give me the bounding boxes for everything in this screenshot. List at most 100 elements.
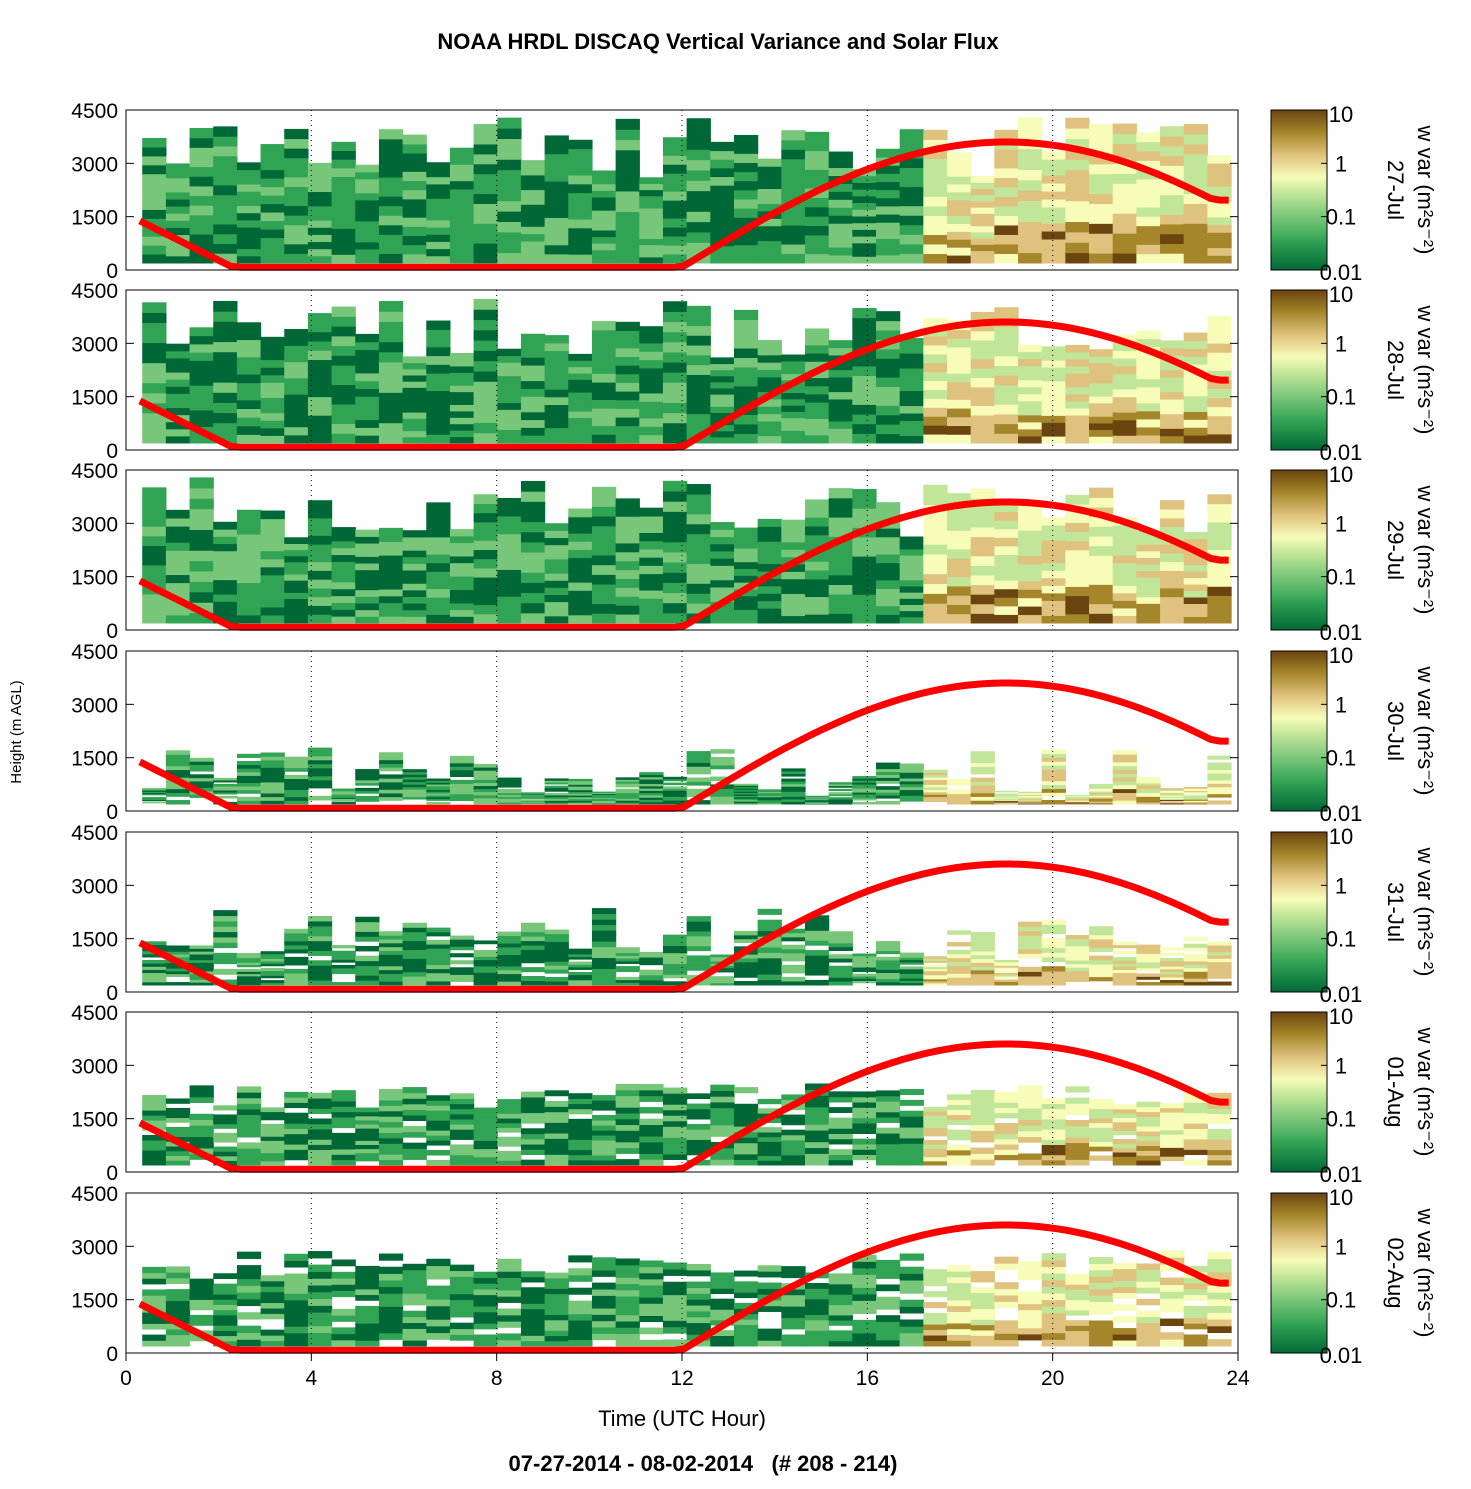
heatmap-31-Jul [142, 908, 1232, 986]
y-tick-label: 0 [106, 620, 118, 643]
y-tick-label: 4500 [71, 460, 118, 483]
colorbar-label: w var (m²s⁻²) [1413, 305, 1438, 435]
colorbar-tick-label: 0.01 [1320, 260, 1363, 285]
colorbar-tick-label: 10 [1329, 282, 1353, 307]
x-axis-label: Time (UTC Hour) [598, 1406, 766, 1431]
colorbar-tick-label: 10 [1329, 102, 1353, 127]
colorbar-tick-label: 10 [1329, 1185, 1353, 1210]
heatmap-30-Jul [142, 747, 1232, 805]
colorbar-tick-label: 1 [1335, 1234, 1347, 1259]
colorbar-tick-label: 1 [1335, 692, 1347, 717]
heatmap-28-Jul [142, 298, 1232, 444]
colorbar-tick-label: 1 [1335, 873, 1347, 898]
day-label: 30-Jul [1383, 701, 1408, 761]
y-tick-label: 3000 [71, 1055, 118, 1078]
colorbar-tick-label: 10 [1329, 1004, 1353, 1029]
panel-frame [125, 109, 1239, 271]
day-label: 28-Jul [1383, 340, 1408, 400]
chart-title: NOAA HRDL DISCAQ Vertical Variance and S… [437, 29, 999, 54]
panel-02-Aug: 0 1500 3000 4500 10 1 0.1 0.01 w var (m²s⁻²)02-A… [71, 1183, 1438, 1368]
y-tick-label: 3000 [71, 875, 118, 898]
chart-subtitle: 07-27-2014 - 08-02-2014 (# 208 - 214) [509, 1451, 898, 1476]
colorbar-tick-label: 0.01 [1320, 620, 1363, 645]
day-label: 27-Jul [1383, 160, 1408, 220]
y-tick-label: 1500 [71, 748, 118, 771]
colorbar-tick-label: 0.01 [1320, 440, 1363, 465]
solar-flux-line [138, 318, 1229, 451]
colorbar-tick-label: 1 [1335, 151, 1347, 176]
colorbar-tick-label: 0.01 [1320, 801, 1363, 826]
colorbar-tick-label: 0.1 [1326, 565, 1357, 590]
heatmap-29-Jul [142, 477, 1232, 624]
day-label: 02-Aug [1383, 1238, 1408, 1309]
x-tick-label: 4 [305, 1367, 317, 1390]
y-tick-label: 4500 [71, 1183, 118, 1206]
panel-28-Jul: 0 1500 3000 4500 10 1 0.1 0.01 w var (m²s⁻²)28-J… [71, 280, 1438, 465]
colorbar-tick-label: 0.1 [1326, 385, 1357, 410]
colorbar-tick-label: 1 [1335, 511, 1347, 536]
y-tick-label: 4500 [71, 822, 118, 845]
colorbar-29-Jul: 10 1 0.1 0.01 [1270, 462, 1363, 645]
y-tick-label: 3000 [71, 513, 118, 536]
panel-31-Jul: 0 1500 3000 4500 10 1 0.1 0.01 w var (m²s⁻²)31-J… [71, 822, 1438, 1007]
x-tick-label: 24 [1226, 1367, 1250, 1390]
y-tick-label: 0 [106, 260, 118, 283]
heatmap-02-Aug [142, 1250, 1232, 1347]
heatmap-27-Jul [142, 117, 1232, 264]
panel-frame [125, 831, 1239, 993]
y-tick-label: 3000 [71, 694, 118, 717]
x-tick-label: 0 [120, 1367, 132, 1390]
colorbar-30-Jul: 10 1 0.1 0.01 [1270, 643, 1363, 826]
colorbar-tick-label: 0.01 [1320, 982, 1363, 1007]
solar-flux-line [138, 1040, 1229, 1173]
x-tick-label: 12 [670, 1367, 693, 1390]
x-tick-label: 20 [1041, 1367, 1064, 1390]
colorbar-27-Jul: 10 1 0.1 0.01 [1270, 102, 1363, 285]
colorbar-label: w var (m²s⁻²) [1413, 125, 1438, 255]
panel-frame [125, 289, 1239, 451]
colorbar-label: w var (m²s⁻²) [1413, 485, 1438, 615]
day-label: 29-Jul [1383, 520, 1408, 580]
x-tick-label: 16 [856, 1367, 879, 1390]
solar-flux-line [138, 679, 1229, 812]
heatmap-01-Aug [142, 1083, 1232, 1166]
colorbar-01-Aug: 10 1 0.1 0.01 [1270, 1004, 1362, 1187]
colorbar-tick-label: 0.1 [1326, 1288, 1357, 1313]
colorbar-tick-label: 1 [1335, 1053, 1347, 1078]
y-tick-label: 3000 [71, 153, 118, 176]
y-tick-label: 1500 [71, 1109, 118, 1132]
y-tick-label: 4500 [71, 1002, 118, 1025]
solar-flux-line [138, 860, 1229, 993]
x-tick-label: 8 [491, 1367, 503, 1390]
colorbar-tick-label: 0.1 [1326, 205, 1357, 230]
panel-29-Jul: 0 1500 3000 4500 10 1 0.1 0.01 w var (m²s⁻²)29-J… [71, 460, 1438, 645]
colorbar-label: w var (m²s⁻²) [1413, 847, 1438, 977]
colorbar-label: w var (m²s⁻²) [1413, 1208, 1438, 1338]
panel-27-Jul: 0 1500 3000 4500 10 1 0.1 0.01 w var (m²s⁻²)27-J… [71, 100, 1438, 285]
y-tick-label: 4500 [71, 100, 118, 123]
panel-frame [125, 650, 1239, 812]
solar-flux-line [138, 498, 1229, 631]
colorbar-label: w var (m²s⁻²) [1413, 666, 1438, 796]
y-tick-label: 4500 [71, 641, 118, 664]
colorbar-tick-label: 10 [1329, 824, 1353, 849]
colorbar-31-Jul: 10 1 0.1 0.01 [1270, 824, 1363, 1007]
colorbar-28-Jul: 10 1 0.1 0.01 [1270, 282, 1363, 465]
y-tick-label: 1500 [71, 567, 118, 590]
colorbar-tick-label: 0.1 [1326, 746, 1357, 771]
panel-01-Aug: 0 1500 3000 4500 10 1 0.1 0.01 w var (m²s⁻²)01-A… [71, 1002, 1438, 1187]
y-tick-label: 3000 [71, 1236, 118, 1259]
colorbar-tick-label: 10 [1329, 643, 1353, 668]
y-tick-label: 0 [106, 440, 118, 463]
day-label: 31-Jul [1383, 882, 1408, 942]
solar-flux-line [138, 138, 1229, 271]
y-tick-label: 1500 [71, 929, 118, 952]
solar-flux-line [138, 1221, 1229, 1354]
panel-frame [125, 469, 1239, 631]
y-tick-label: 0 [106, 801, 118, 824]
colorbar-label: w var (m²s⁻²) [1413, 1027, 1438, 1157]
colorbar-tick-label: 10 [1329, 462, 1353, 487]
colorbar-tick-label: 0.01 [1320, 1343, 1363, 1368]
y-tick-label: 1500 [71, 1290, 118, 1313]
